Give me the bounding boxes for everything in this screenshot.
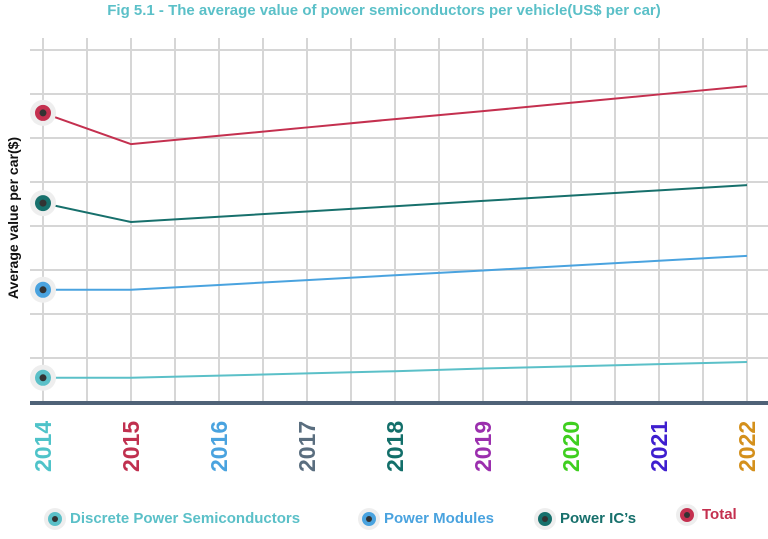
x-tick-label: 2017	[294, 421, 320, 472]
x-tick-label: 2016	[206, 421, 232, 472]
x-tick-label: 2018	[382, 421, 408, 472]
legend-marker-icon	[680, 507, 694, 522]
series-start-marker-center	[39, 199, 47, 207]
line-chart: 2014 2015 2016 2017 2018 2019 2020 2021 2022	[30, 38, 768, 472]
x-tick-label: 2021	[646, 421, 672, 472]
legend-item-total: Total	[680, 506, 737, 523]
legend-label: Total	[702, 506, 737, 523]
x-tick-label: 2022	[734, 421, 760, 472]
x-tick-label: 2020	[558, 421, 584, 472]
legend-marker-icon	[362, 511, 376, 526]
x-tick-label: 2015	[118, 421, 144, 472]
series-start-marker-center	[39, 374, 47, 382]
x-tick-label: 2019	[470, 421, 496, 472]
legend-label: Power IC’s	[560, 510, 637, 527]
legend-item-discrete: Discrete Power Semiconductors	[48, 510, 300, 527]
legend-marker-icon	[538, 511, 552, 526]
series-start-marker-center	[39, 286, 47, 294]
legend-label: Power Modules	[384, 510, 495, 527]
series-start-marker-center	[39, 109, 47, 117]
legend-label: Discrete Power Semiconductors	[70, 510, 301, 527]
legend-marker-icon	[48, 511, 62, 526]
x-tick-label: 2014	[30, 421, 56, 472]
legend-item-power-ics: Power IC’s	[538, 510, 636, 527]
chart-title: Fig 5.1 - The average value of power sem…	[107, 2, 661, 19]
legend-item-modules: Power Modules	[362, 510, 494, 527]
